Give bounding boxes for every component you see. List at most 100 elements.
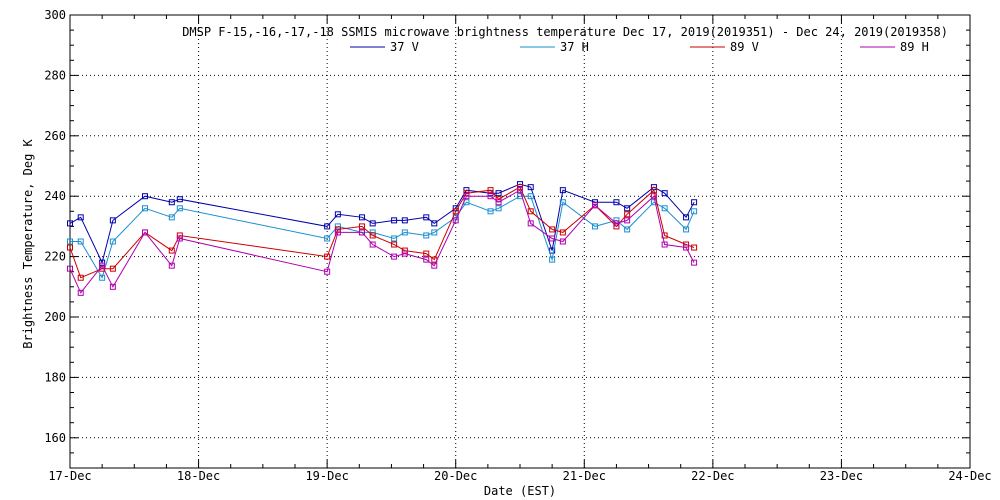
y-tick-label: 200 [44, 310, 66, 324]
data-point [559, 199, 566, 206]
data-point [527, 220, 534, 227]
series-line [69, 189, 695, 294]
data-point [527, 208, 534, 215]
data-point [142, 229, 148, 236]
data-point [168, 214, 175, 221]
axis-ticks: 17-Dec 18-Dec 19-Dec 20-Dec 21-Dec 22-Dec 23-D… [44, 8, 991, 483]
data-point [683, 226, 690, 233]
data-point [176, 205, 183, 212]
data-point [650, 193, 657, 200]
y-tick-label: 280 [44, 68, 66, 82]
plot-area-frame [69, 14, 971, 469]
series-37-h [67, 193, 698, 281]
data-point [358, 214, 365, 221]
data-point [324, 268, 331, 275]
data-point [559, 187, 566, 194]
data-point [452, 208, 459, 215]
data-point [463, 187, 470, 194]
data-point [624, 217, 631, 224]
data-point [517, 187, 523, 194]
data-point [334, 229, 341, 236]
data-point [683, 244, 690, 251]
data-point [109, 265, 116, 272]
data-point [99, 262, 106, 269]
data-point [142, 205, 148, 212]
data-point [661, 205, 668, 212]
series-89-h [67, 187, 698, 296]
data-point [67, 220, 73, 227]
data-point [549, 256, 556, 263]
data-point [527, 184, 534, 191]
data-point [661, 241, 668, 248]
data-point [592, 223, 598, 230]
data-point [391, 241, 398, 248]
data-point [549, 226, 556, 233]
data-point [452, 217, 459, 224]
y-tick-label: 240 [44, 189, 66, 203]
data-point [67, 244, 73, 251]
x-tick-label: 18-Dec [177, 469, 220, 483]
data-point [691, 244, 698, 251]
data-point [176, 235, 183, 242]
data-point [109, 283, 116, 290]
data-point [691, 199, 698, 206]
data-point [142, 193, 148, 200]
data-point [495, 190, 502, 197]
data-point [334, 211, 341, 218]
data-point [77, 289, 84, 296]
legend-label: 89 H [900, 40, 929, 54]
x-tick-label: 24-Dec [948, 469, 991, 483]
data-point [168, 199, 175, 206]
data-point [67, 238, 73, 245]
data-point [527, 193, 534, 200]
data-point [109, 217, 116, 224]
x-axis-title: Date (EST) [484, 484, 556, 498]
y-axis-title: Brightness Temperature, Deg K [21, 138, 35, 348]
data-point [487, 193, 494, 200]
data-point [391, 235, 398, 242]
x-tick-label: 19-Dec [305, 469, 348, 483]
data-point [463, 190, 470, 197]
data-point [463, 193, 470, 200]
data-point [691, 208, 698, 215]
data-point [109, 238, 116, 245]
series-lines [67, 181, 698, 296]
data-point [67, 265, 73, 272]
data-point [401, 217, 408, 224]
data-point [401, 229, 408, 236]
data-point [683, 214, 690, 221]
data-point [369, 241, 376, 248]
data-point [559, 238, 566, 245]
y-tick-label: 300 [44, 8, 66, 22]
data-point [369, 232, 376, 239]
y-tick-label: 180 [44, 370, 66, 384]
x-tick-label: 21-Dec [563, 469, 606, 483]
y-tick-label: 260 [44, 129, 66, 143]
data-point [559, 229, 566, 236]
data-point [168, 247, 175, 254]
x-tick-label: 20-Dec [434, 469, 477, 483]
data-point [549, 235, 556, 242]
series-line [70, 195, 695, 279]
data-point [517, 193, 523, 200]
data-point [358, 229, 365, 236]
data-point [334, 223, 341, 230]
data-point [324, 253, 331, 260]
series-line [69, 183, 695, 265]
data-point [99, 274, 106, 281]
data-point [495, 199, 502, 206]
legend-label: 37 H [560, 40, 589, 54]
data-point [401, 247, 408, 254]
data-point [77, 214, 84, 221]
chart-title: DMSP F-15,-16,-17,-18 SSMIS microwave br… [182, 25, 948, 39]
data-point [423, 214, 430, 221]
data-point [495, 205, 502, 212]
data-point [549, 247, 556, 254]
x-tick-label: 23-Dec [820, 469, 863, 483]
legend-label: 37 V [390, 40, 419, 54]
x-tick-label: 22-Dec [691, 469, 734, 483]
data-point [423, 232, 430, 239]
data-point [431, 220, 438, 227]
data-point [691, 259, 698, 266]
